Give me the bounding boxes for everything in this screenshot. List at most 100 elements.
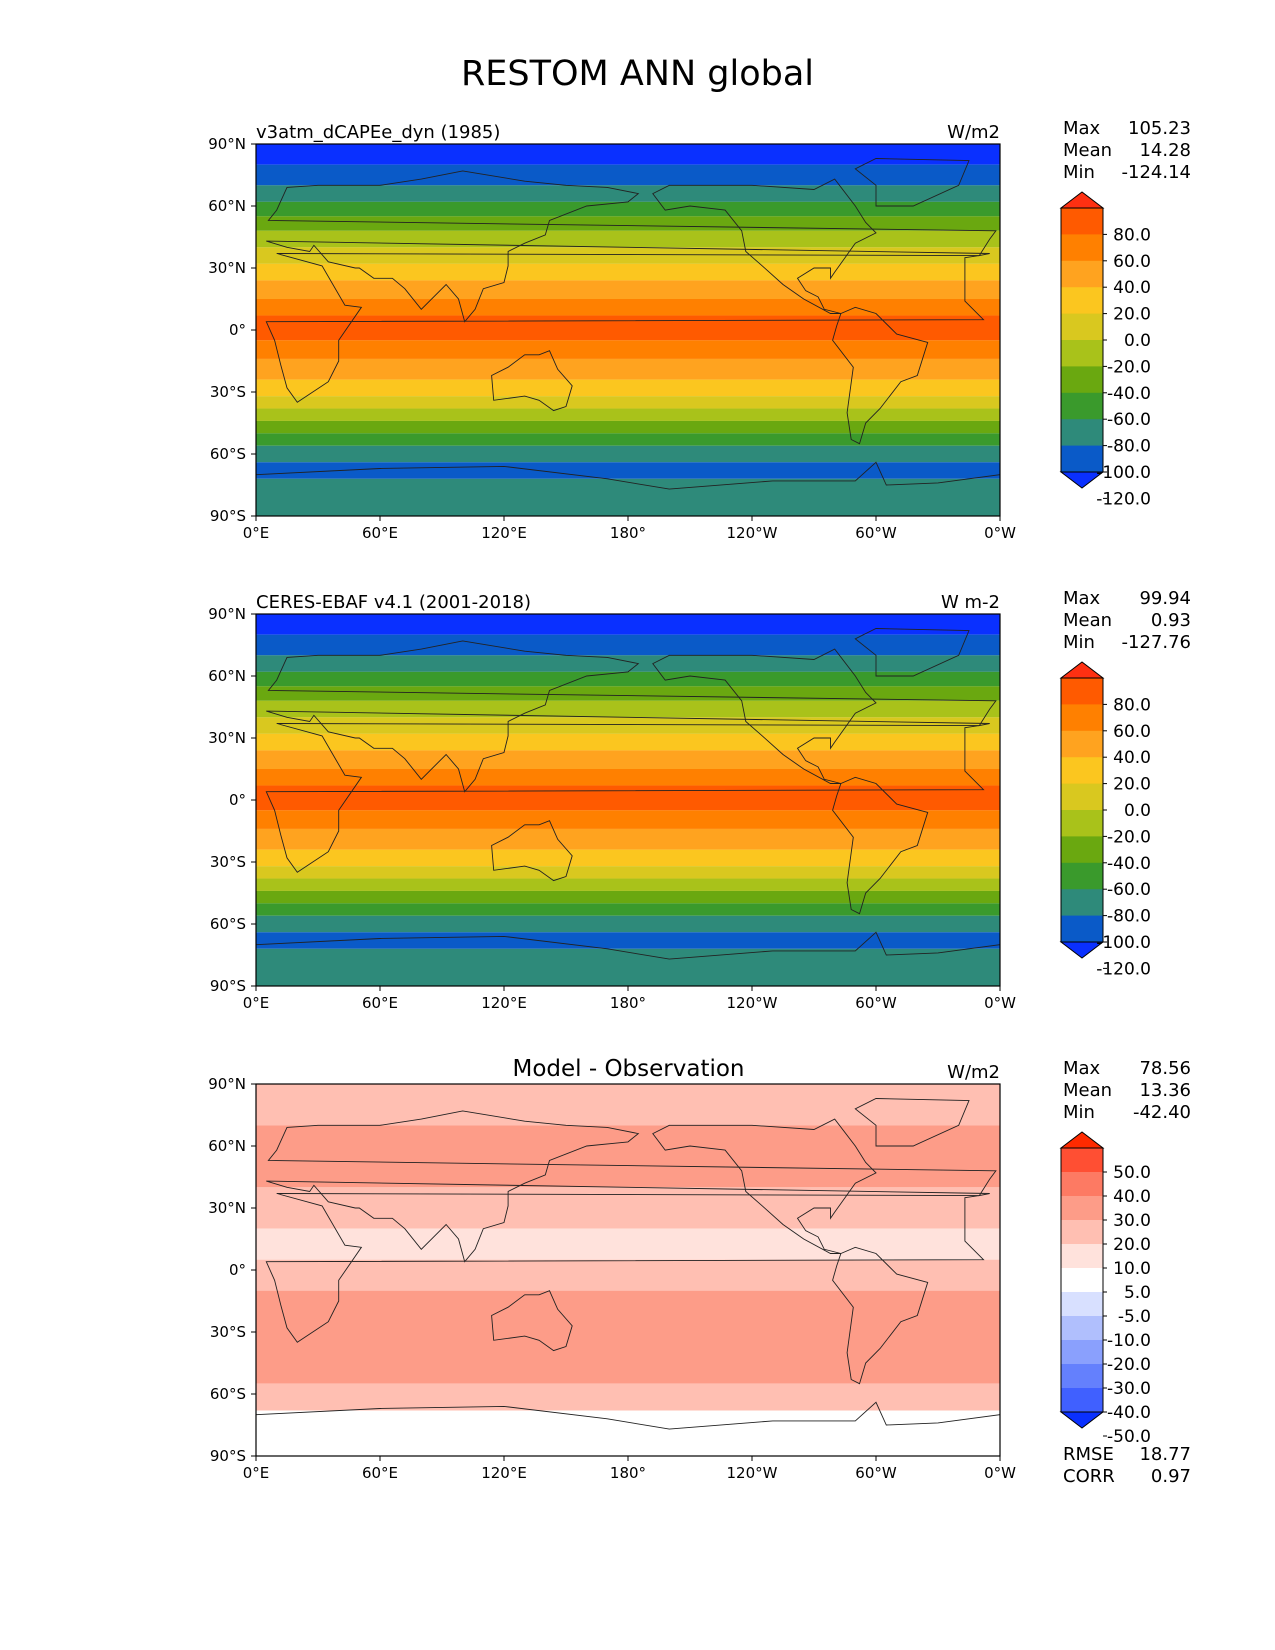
lon-tick-label: 120°E: [481, 524, 527, 542]
colorbar-tick-label: 40.0: [1113, 748, 1151, 768]
lat-tick-label: 60°S: [210, 1385, 246, 1403]
latitude-band: [256, 280, 1000, 299]
lat-tick-label: 60°S: [210, 915, 246, 933]
coastline: [652, 648, 877, 784]
colorbar-tick-label: -40.0: [1107, 384, 1151, 404]
latitude-band: [256, 263, 1000, 281]
colorbar-segment: [1061, 419, 1103, 447]
latitude-band: [256, 1410, 1000, 1456]
colorbar-segment: [1061, 208, 1103, 235]
colorbar-tick-label: 20.0: [1113, 1235, 1151, 1255]
coastline: [266, 640, 997, 793]
lat-tick-label: 60°N: [208, 1137, 246, 1155]
stat-min: Min -42.40: [1063, 1102, 1191, 1123]
panel-difference: Model - Observation W/m2 90°N 60°N 30°N 0° 3…: [0, 1056, 1275, 1522]
panel-units: W m-2: [940, 592, 1000, 613]
latitude-band: [256, 915, 1000, 933]
lat-tick-label: 30°S: [210, 383, 246, 401]
colorbar-tick-label: 0.0: [1124, 801, 1151, 821]
colorbar-segment: [1061, 340, 1103, 367]
latitude-band: [256, 1290, 1000, 1332]
latitude-band: [256, 164, 1000, 186]
coastline: [491, 820, 573, 882]
colorbar-segment: [1061, 234, 1103, 262]
lon-tick-label: 120°W: [727, 994, 778, 1012]
latitude-band: [256, 686, 1000, 701]
colorbar-tick-label: -5.0: [1118, 1307, 1151, 1327]
colorbar-segment: [1061, 757, 1103, 785]
colorbar-extend-min: [1059, 1411, 1105, 1429]
lon-tick-label: 120°W: [727, 524, 778, 542]
latitude-band: [256, 1084, 1000, 1126]
latitude-band: [256, 433, 1000, 446]
figure-title: RESTOM ANN global: [460, 54, 815, 94]
stat-corr: CORR 0.97: [1063, 1466, 1191, 1487]
colorbar-segment: [1061, 862, 1103, 890]
colorbar-segment: [1061, 1388, 1103, 1413]
colorbar-segment: [1061, 1244, 1103, 1269]
latitude-band: [256, 932, 1000, 949]
colorbar-tick-label: -50.0: [1107, 1427, 1151, 1447]
lon-tick-label: 60°E: [362, 994, 398, 1012]
colorbar-segment: [1061, 313, 1103, 341]
colorbar-segment: [1061, 392, 1103, 420]
map-plot: 90°N 60°N 30°N 0° 30°S 60°S 90°S0°E 60°E 120°E 18…: [208, 605, 1016, 1012]
stat-mean: Mean 14.28: [1063, 140, 1191, 161]
colorbar: 80.0 60.0 40.0 20.0 0.0 -20.0 -40.0 -60.0 -80.0 -…: [1059, 661, 1151, 979]
latitude-band: [256, 420, 1000, 434]
colorbar-segment: [1061, 704, 1103, 732]
latitude-band: [256, 671, 1000, 687]
latitude-band: [256, 396, 1000, 409]
field-shading: [256, 144, 1000, 516]
colorbar-tick-label: 50.0: [1113, 1163, 1151, 1183]
lat-tick-label: 30°N: [208, 259, 246, 277]
coastline: [652, 178, 877, 314]
colorbar-segment: [1061, 783, 1103, 811]
lon-tick-label: 60°W: [855, 994, 897, 1012]
colorbar-tick-label: 60.0: [1113, 252, 1151, 272]
lat-tick-label: 90°N: [208, 1075, 246, 1093]
colorbar-tick-label: 5.0: [1124, 1283, 1151, 1303]
colorbar-tick-label: -80.0: [1107, 437, 1151, 457]
latitude-band: [256, 299, 1000, 316]
latitude-band: [256, 717, 1000, 734]
latitude-band: [256, 216, 1000, 231]
colorbar-segment: [1061, 260, 1103, 288]
stat-rmse: RMSE 18.77: [1063, 1444, 1191, 1465]
lon-tick-label: 60°W: [855, 1464, 897, 1482]
lat-tick-label: 30°N: [208, 729, 246, 747]
map-plot: 90°N 60°N 30°N 0° 30°S 60°S 90°S0°E 60°E 120°E 18…: [208, 1075, 1016, 1482]
coastline: [652, 1118, 877, 1254]
colorbar-tick-label: -80.0: [1107, 907, 1151, 927]
latitude-band: [256, 810, 1000, 829]
lat-tick-label: 30°S: [210, 1323, 246, 1341]
lat-tick-label: 90°S: [210, 507, 246, 525]
colorbar-tick-label: -100.0: [1096, 463, 1151, 483]
colorbar-segment: [1061, 445, 1103, 473]
lon-tick-label: 120°E: [481, 1464, 527, 1482]
lat-tick-label: 60°N: [208, 197, 246, 215]
colorbar-segment: [1061, 889, 1103, 917]
latitude-band: [256, 733, 1000, 751]
lon-tick-label: 120°W: [727, 1464, 778, 1482]
lon-tick-label: 0°E: [243, 994, 270, 1012]
colorbar-tick-label: 30.0: [1113, 1211, 1151, 1231]
colorbar-tick-label: 40.0: [1113, 278, 1151, 298]
latitude-band: [256, 878, 1000, 891]
lon-tick-label: 0°W: [984, 524, 1016, 542]
coastline: [854, 628, 970, 677]
colorbar-tick-label: -60.0: [1107, 880, 1151, 900]
colorbar: 80.0 60.0 40.0 20.0 0.0 -20.0 -40.0 -60.0 -80.0 -…: [1059, 191, 1151, 509]
latitude-band: [256, 340, 1000, 359]
panel-observation: CERES-EBAF v4.1 (2001-2018) W m-2 90°N 60…: [0, 588, 1275, 1052]
latitude-band: [256, 948, 1000, 986]
coastline: [266, 170, 997, 323]
lon-tick-label: 180°: [610, 994, 646, 1012]
colorbar-extend-max: [1059, 191, 1105, 209]
lon-tick-label: 60°W: [855, 524, 897, 542]
colorbar-tick-label: -20.0: [1107, 1355, 1151, 1375]
lat-tick-label: 30°S: [210, 853, 246, 871]
latitude-band: [256, 230, 1000, 248]
coastline: [491, 350, 573, 412]
lat-tick-label: 90°S: [210, 1447, 246, 1465]
